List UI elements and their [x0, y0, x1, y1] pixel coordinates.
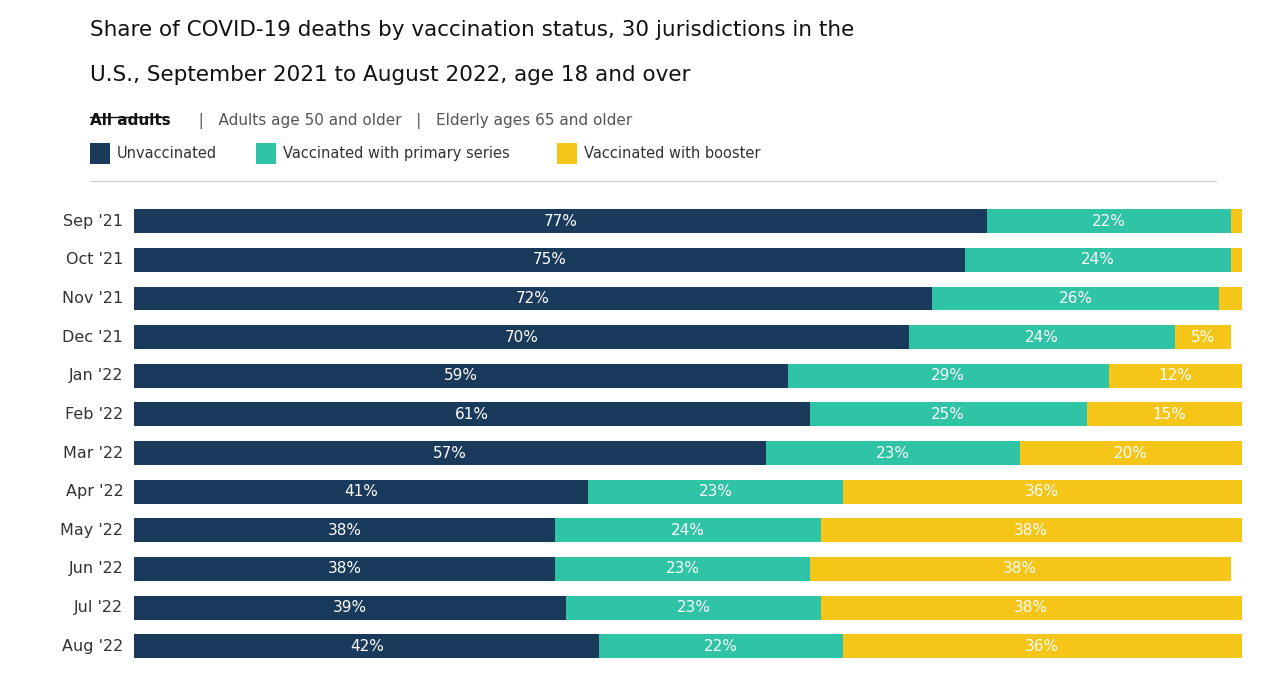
Bar — [134, 635, 599, 658]
Text: 38%: 38% — [1014, 600, 1048, 615]
Text: U.S., September 2021 to August 2022, age 18 and over: U.S., September 2021 to August 2022, age… — [90, 65, 690, 85]
Text: 29%: 29% — [931, 368, 965, 383]
Text: Jan '22: Jan '22 — [69, 368, 123, 383]
Bar — [1230, 248, 1242, 272]
Text: 23%: 23% — [876, 445, 910, 460]
Bar — [1087, 402, 1253, 426]
Bar — [134, 596, 566, 619]
Text: Nov '21: Nov '21 — [61, 291, 123, 306]
Text: 59%: 59% — [444, 368, 477, 383]
Bar — [820, 518, 1242, 542]
Text: 25%: 25% — [932, 407, 965, 422]
Text: Share of COVID-19 deaths by vaccination status, 30 jurisdictions in the: Share of COVID-19 deaths by vaccination … — [90, 20, 854, 40]
Bar — [787, 364, 1108, 388]
Bar — [134, 209, 987, 233]
Bar — [1230, 209, 1242, 233]
Bar — [134, 479, 589, 503]
Bar — [810, 557, 1230, 581]
Bar — [134, 364, 787, 388]
Text: Feb '22: Feb '22 — [65, 407, 123, 422]
Bar — [810, 402, 1087, 426]
Text: 5%: 5% — [1190, 330, 1215, 345]
Text: Vaccinated with primary series: Vaccinated with primary series — [283, 146, 509, 161]
Text: Jun '22: Jun '22 — [68, 561, 123, 576]
Bar — [844, 479, 1242, 503]
Text: 57%: 57% — [433, 445, 467, 460]
Text: 12%: 12% — [1158, 368, 1192, 383]
Bar — [965, 248, 1230, 272]
Text: 75%: 75% — [532, 253, 567, 267]
Bar — [134, 248, 965, 272]
Text: 41%: 41% — [344, 484, 379, 499]
Text: 24%: 24% — [1025, 330, 1060, 345]
Bar — [987, 209, 1230, 233]
Text: 72%: 72% — [516, 291, 550, 306]
Text: 23%: 23% — [677, 600, 710, 615]
Bar — [589, 479, 844, 503]
Bar — [820, 596, 1242, 619]
Text: All adults: All adults — [90, 113, 170, 128]
Text: Oct '21: Oct '21 — [67, 253, 123, 267]
Bar — [1220, 287, 1242, 311]
Bar — [932, 287, 1220, 311]
Bar — [844, 635, 1242, 658]
Bar — [556, 518, 820, 542]
Text: Unvaccinated: Unvaccinated — [116, 146, 216, 161]
Bar — [1020, 441, 1242, 465]
Text: Sep '21: Sep '21 — [63, 214, 123, 229]
Text: 42%: 42% — [349, 639, 384, 654]
Text: |   Adults age 50 and older   |   Elderly ages 65 and older: | Adults age 50 and older | Elderly ages… — [189, 113, 632, 128]
Text: 23%: 23% — [666, 561, 699, 576]
Bar — [134, 441, 765, 465]
Text: Apr '22: Apr '22 — [65, 484, 123, 499]
Text: 61%: 61% — [456, 407, 489, 422]
Bar — [134, 557, 556, 581]
Text: 24%: 24% — [671, 522, 705, 538]
Bar — [134, 518, 556, 542]
Text: 24%: 24% — [1080, 253, 1115, 267]
Text: Aug '22: Aug '22 — [61, 639, 123, 654]
Bar — [556, 557, 810, 581]
Text: Jul '22: Jul '22 — [74, 600, 123, 615]
Text: Dec '21: Dec '21 — [63, 330, 123, 345]
Text: 36%: 36% — [1025, 484, 1060, 499]
Text: 38%: 38% — [1014, 522, 1048, 538]
Text: 70%: 70% — [506, 330, 539, 345]
Text: 39%: 39% — [333, 600, 367, 615]
Bar — [765, 441, 1020, 465]
Text: Vaccinated with booster: Vaccinated with booster — [584, 146, 760, 161]
Bar — [134, 325, 909, 349]
Text: 22%: 22% — [1092, 214, 1125, 229]
Text: 22%: 22% — [704, 639, 739, 654]
Text: May '22: May '22 — [60, 522, 123, 538]
Bar — [134, 287, 932, 311]
Text: 23%: 23% — [699, 484, 732, 499]
Text: 38%: 38% — [1004, 561, 1037, 576]
Bar — [134, 402, 810, 426]
Text: 38%: 38% — [328, 561, 362, 576]
Bar — [566, 596, 820, 619]
Bar — [1108, 364, 1242, 388]
Text: 36%: 36% — [1025, 639, 1060, 654]
Text: 26%: 26% — [1059, 291, 1093, 306]
Bar — [599, 635, 844, 658]
Bar — [909, 325, 1175, 349]
Text: 20%: 20% — [1114, 445, 1148, 460]
Bar — [1175, 325, 1230, 349]
Text: 38%: 38% — [328, 522, 362, 538]
Text: Mar '22: Mar '22 — [63, 445, 123, 460]
Text: 77%: 77% — [544, 214, 577, 229]
Text: 15%: 15% — [1153, 407, 1187, 422]
